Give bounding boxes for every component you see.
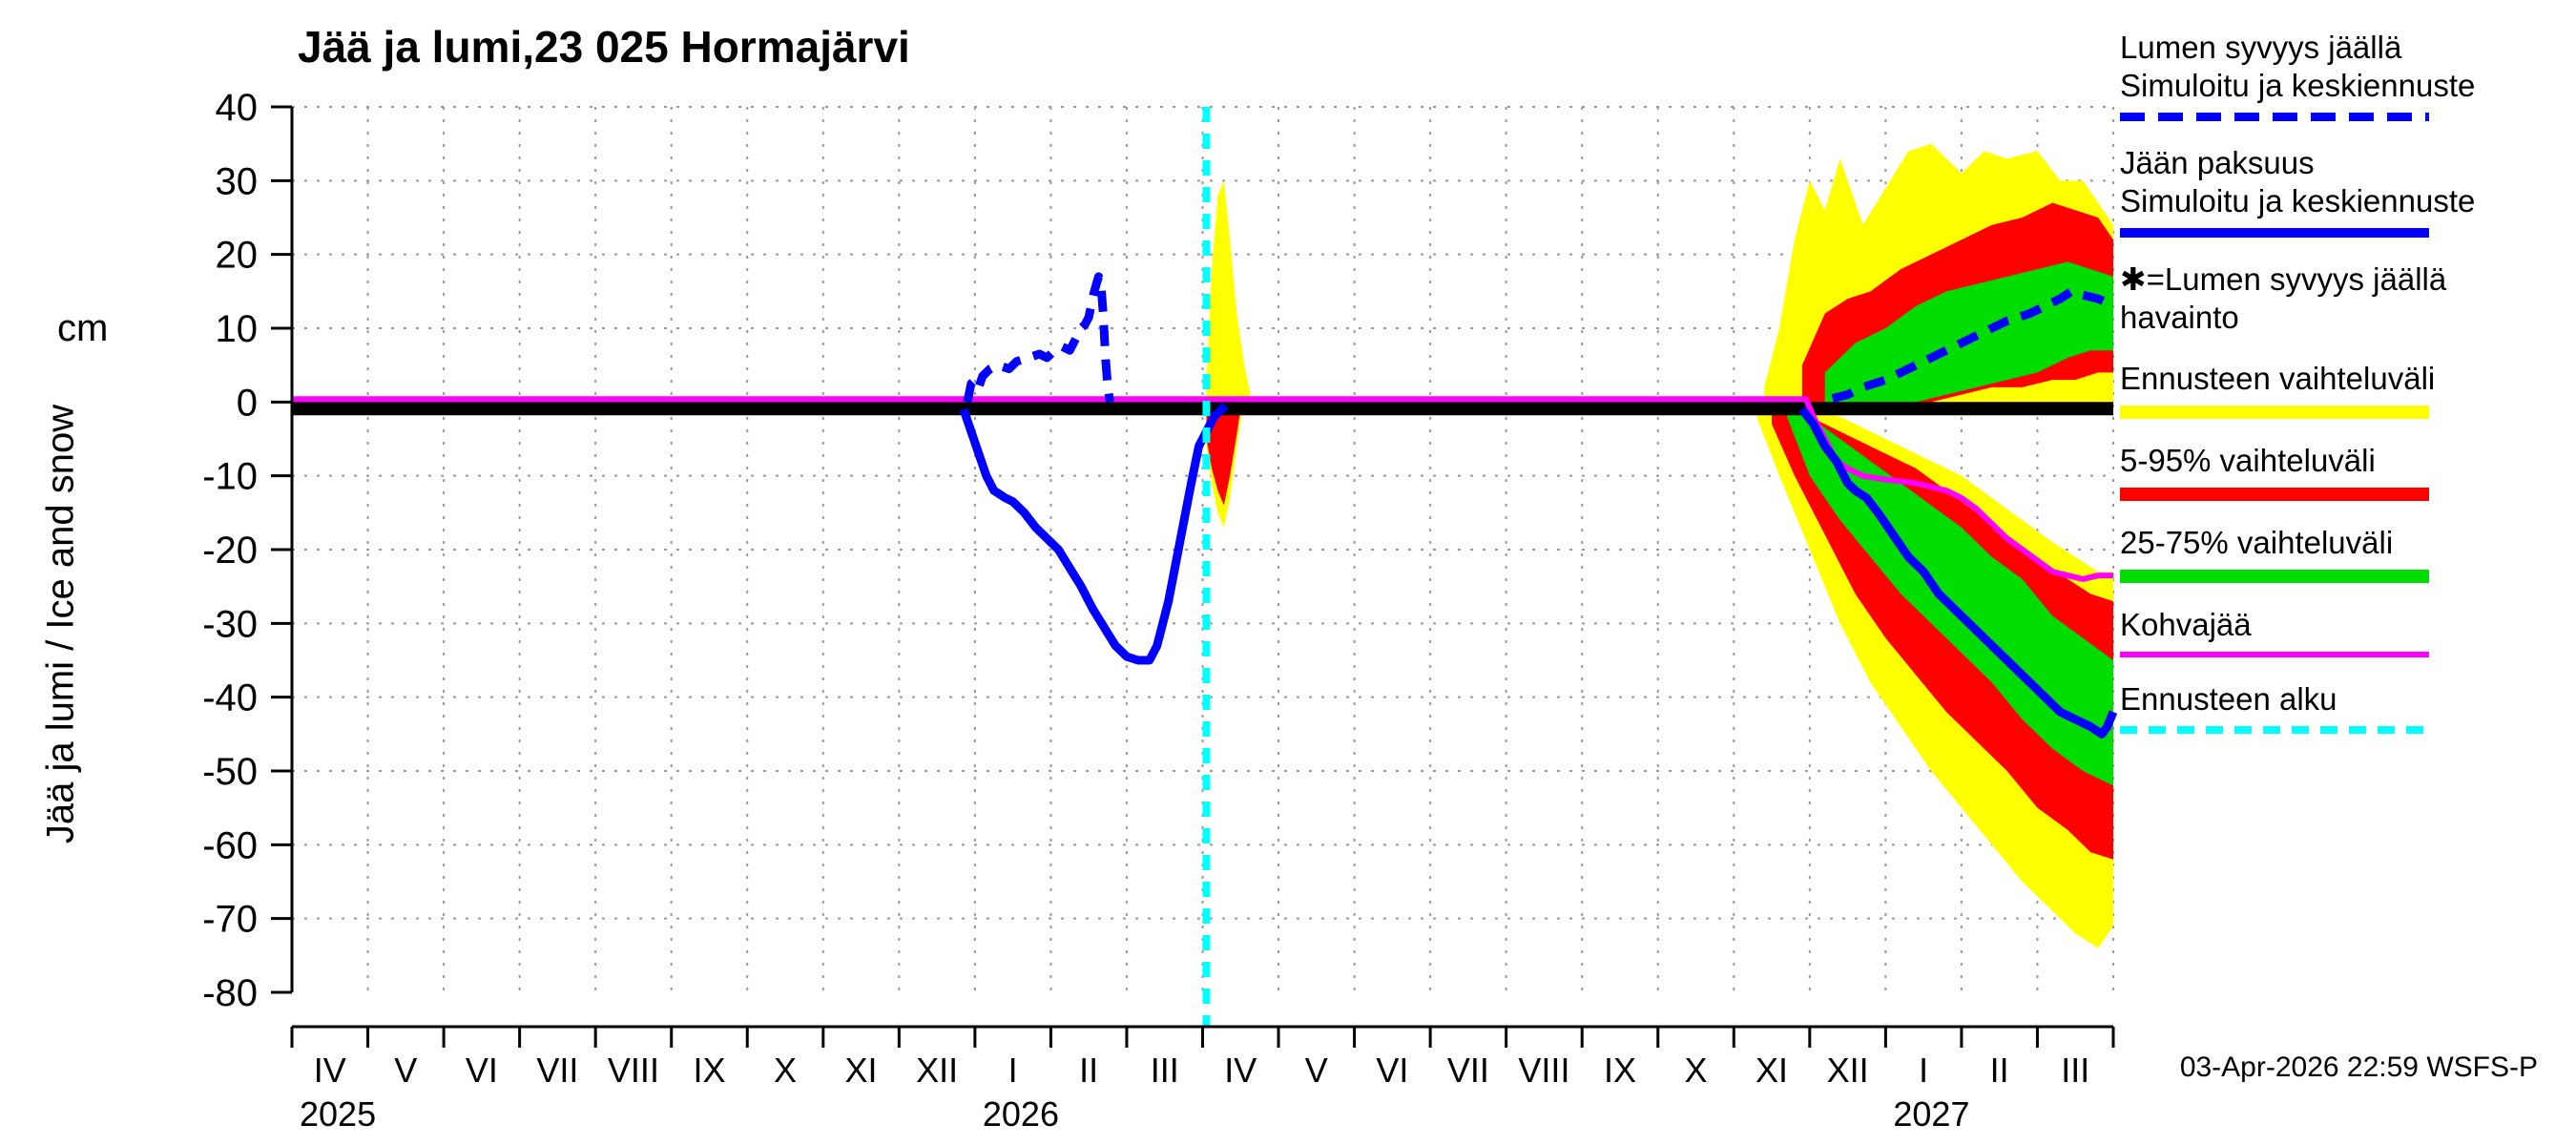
band-snow-2027-25-75 [1824,261,2113,403]
month-label: V [1305,1051,1328,1090]
month-label: IV [1224,1051,1257,1090]
month-label: VIII [1518,1051,1569,1090]
month-label: III [2061,1051,2089,1090]
month-label: XI [845,1051,878,1090]
month-label: V [394,1051,417,1090]
month-label: VIII [608,1051,659,1090]
y-tick-label: -40 [202,677,258,719]
legend-sample-solid-line [2120,652,2429,657]
legend-label: Simuloitu ja keskiennuste [2120,68,2476,103]
month-label: VI [466,1051,498,1090]
legend-entry: Ennusteen alku [2120,680,2572,734]
year-label: 2027 [1893,1094,1969,1134]
month-label: II [1079,1051,1098,1090]
month-label: IX [693,1051,725,1090]
timestamp: 03-Apr-2026 22:59 WSFS-P [2179,1051,2538,1083]
legend-sample-dashed-line [2120,726,2429,734]
legend-label: 25-75% vaihteluväli [2120,525,2394,560]
y-tick-label: -80 [202,972,258,1014]
legend-sample-solid-line [2120,570,2429,583]
legend-sample-solid-line [2120,488,2429,501]
year-label: 2026 [983,1094,1059,1134]
y-tick-label: 30 [216,160,259,202]
month-label: XII [1827,1051,1869,1090]
legend-label: Ennusteen vaihteluväli [2120,361,2436,396]
month-label: XI [1755,1051,1788,1090]
y-tick-label: 0 [237,382,258,424]
y-tick-label: -50 [202,751,258,793]
y-tick-label: 40 [216,87,259,129]
month-label: XII [916,1051,958,1090]
month-label: X [1685,1051,1708,1090]
y-tick-label: -60 [202,824,258,866]
legend: Lumen syvyys jäällä Simuloitu ja keskienn… [2120,29,2572,757]
legend-entry: Jään paksuus Simuloitu ja keskiennuste [2120,144,2572,238]
snow-depth-line [963,272,1114,404]
month-label: IV [314,1051,346,1090]
legend-entry: ✱=Lumen syvyys jäällä havainto [2120,260,2572,337]
y-tick-label: 10 [216,308,259,350]
month-label: I [1919,1051,1928,1090]
y-tick-label: -30 [202,603,258,645]
month-label: VI [1376,1051,1408,1090]
band-breakup-2026-range-above [1206,180,1253,403]
month-label: IX [1604,1051,1636,1090]
y-axis-unit-label: cm [57,307,109,349]
y-tick-label: 20 [216,235,259,277]
month-label: X [774,1051,797,1090]
legend-entry: Kohvajää [2120,606,2572,657]
ice-thickness-line [1798,406,2118,739]
band-breakup-2026-5-95-below [1206,402,1241,506]
legend-label: havainto [2120,300,2239,335]
y-tick-label: -20 [202,530,258,572]
legend-label: Simuloitu ja keskiennuste [2120,183,2476,219]
month-label: II [1990,1051,2009,1090]
ice-thickness-line [959,402,1229,665]
legend-label: Jään paksuus [2120,145,2315,180]
month-label: III [1151,1051,1179,1090]
month-label: VII [536,1051,578,1090]
y-tick-label: -10 [202,456,258,498]
legend-entry: 25-75% vaihteluväli [2120,524,2572,583]
legend-label: Ennusteen alku [2120,681,2337,717]
legend-label: Lumen syvyys jäällä [2120,30,2402,65]
legend-entry: Ennusteen vaihteluväli [2120,360,2572,419]
legend-label: ✱=Lumen syvyys jäällä [2120,261,2447,297]
legend-entry: 5-95% vaihteluväli [2120,442,2572,501]
legend-label: Kohvajää [2120,607,2252,642]
month-label: I [1008,1051,1018,1090]
legend-label: 5-95% vaihteluväli [2120,443,2376,478]
y-tick-label: -70 [202,899,258,941]
page-title: Jää ja lumi,23 025 Hormajärvi [298,22,910,72]
legend-entry: Lumen syvyys jäällä Simuloitu ja keskienn… [2120,29,2572,121]
legend-sample-dashed-line [2120,113,2429,121]
legend-sample-solid-line [2120,406,2429,419]
month-label: VII [1447,1051,1489,1090]
legend-sample-solid-line [2120,228,2429,238]
year-label: 2025 [300,1094,376,1134]
snow-depth-line [1831,286,2115,403]
